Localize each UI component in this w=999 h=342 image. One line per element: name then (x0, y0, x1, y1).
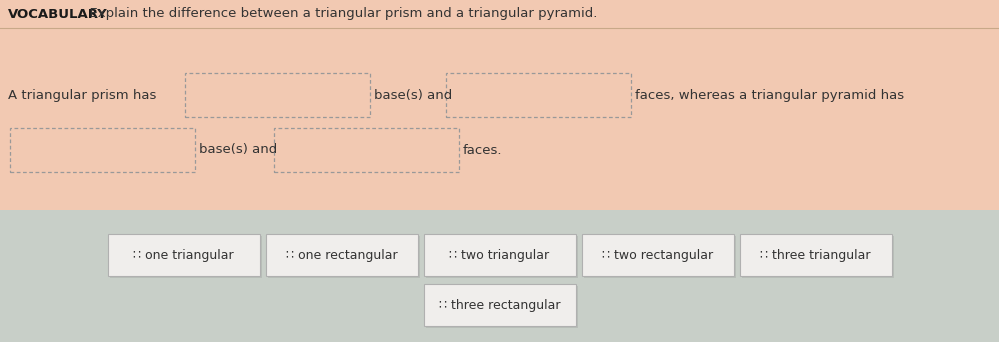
Bar (446, 73, 631, 117)
Text: faces.: faces. (463, 144, 502, 157)
FancyBboxPatch shape (426, 286, 577, 328)
FancyBboxPatch shape (739, 234, 891, 276)
FancyBboxPatch shape (0, 0, 999, 28)
FancyBboxPatch shape (581, 234, 733, 276)
Text: A triangular prism has: A triangular prism has (8, 89, 157, 102)
Text: ∷ one triangular: ∷ one triangular (133, 249, 234, 262)
Text: base(s) and: base(s) and (374, 89, 453, 102)
FancyBboxPatch shape (426, 236, 577, 278)
FancyBboxPatch shape (0, 0, 999, 210)
Bar (10, 128, 195, 172)
FancyBboxPatch shape (266, 234, 418, 276)
Text: ∷ three triangular: ∷ three triangular (760, 249, 871, 262)
Bar (274, 128, 459, 172)
Text: ∷ two triangular: ∷ two triangular (450, 249, 549, 262)
FancyBboxPatch shape (268, 236, 420, 278)
Text: base(s) and: base(s) and (199, 144, 278, 157)
FancyBboxPatch shape (424, 284, 575, 326)
Text: ∷ three rectangular: ∷ three rectangular (439, 299, 560, 312)
FancyBboxPatch shape (110, 236, 262, 278)
FancyBboxPatch shape (583, 236, 735, 278)
FancyBboxPatch shape (424, 234, 575, 276)
Text: VOCABULARY: VOCABULARY (8, 8, 108, 21)
Text: ∷ one rectangular: ∷ one rectangular (286, 249, 398, 262)
FancyBboxPatch shape (0, 210, 999, 342)
FancyBboxPatch shape (108, 234, 260, 276)
Text: ∷ two rectangular: ∷ two rectangular (602, 249, 713, 262)
Bar (185, 73, 370, 117)
FancyBboxPatch shape (741, 236, 893, 278)
Text: faces, whereas a triangular pyramid has: faces, whereas a triangular pyramid has (635, 89, 904, 102)
Text: Explain the difference between a triangular prism and a triangular pyramid.: Explain the difference between a triangu… (81, 8, 597, 21)
